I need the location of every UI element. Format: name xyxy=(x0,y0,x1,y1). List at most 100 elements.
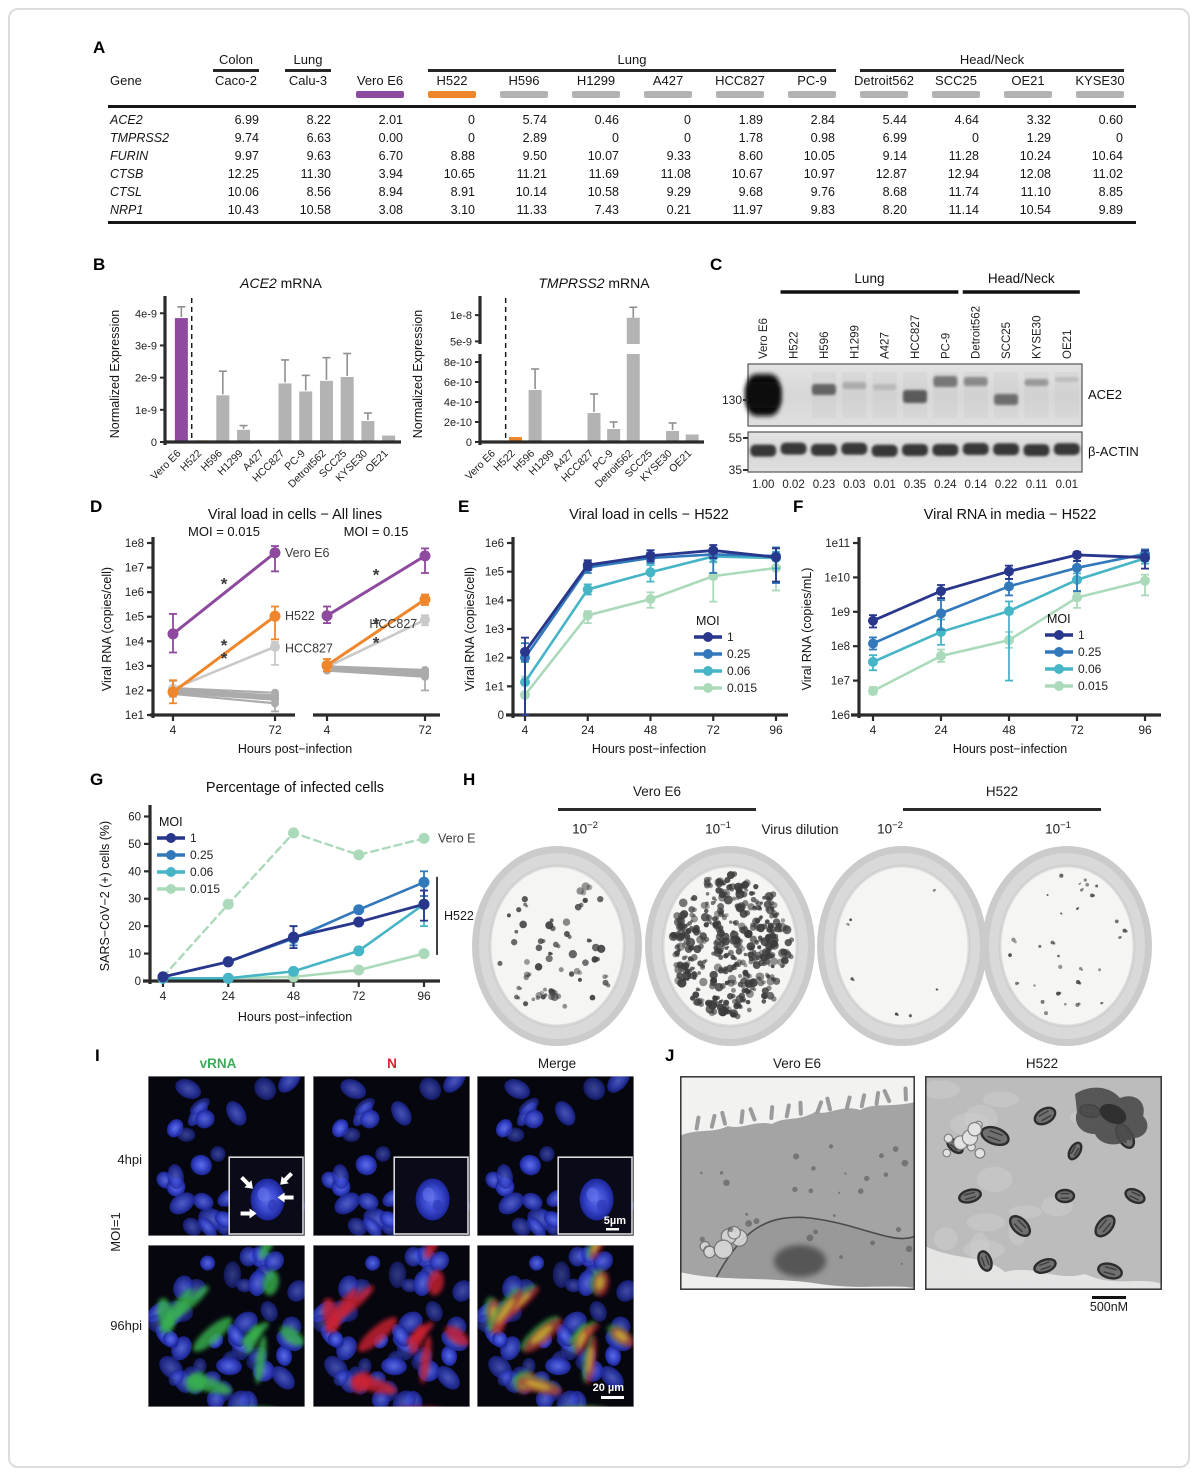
svg-text:1e1: 1e1 xyxy=(125,710,144,722)
bracket-label-h522: H522 xyxy=(444,909,474,923)
mw-marker-35: 35 xyxy=(729,463,743,477)
expression-value: 11.02 xyxy=(1092,166,1123,181)
panel-f-label: F xyxy=(793,497,804,516)
group-header-head-neck: Head/Neck xyxy=(848,52,1136,73)
color-swatch-h1299 xyxy=(560,90,632,103)
bar-hcc827 xyxy=(587,393,601,442)
bar-h1299 xyxy=(237,424,251,442)
series-H522 xyxy=(321,593,431,673)
svg-text:1: 1 xyxy=(727,630,734,644)
dilution-label-2: 10−1 xyxy=(705,820,731,837)
y-axis-label: SARS−CoV−2 (+) cells (%) xyxy=(98,821,112,971)
svg-text:0.015: 0.015 xyxy=(727,681,757,695)
group-header-lung: Lung xyxy=(272,52,344,73)
well-h522-10-1 xyxy=(982,846,1152,1046)
gene-name-ace2: ACE2 xyxy=(110,112,143,127)
mitochondrion xyxy=(980,1125,1010,1147)
bar-h596 xyxy=(216,370,230,442)
svg-text:1e1: 1e1 xyxy=(485,681,504,693)
svg-text:0.25: 0.25 xyxy=(727,647,751,661)
bar-detroit562 xyxy=(319,356,333,442)
expression-value: 2.01 xyxy=(378,112,403,127)
table-rule-bottom xyxy=(108,220,1136,224)
column-header-hcc827: HCC827 xyxy=(715,72,765,88)
if-svg: 5µm 20 µm xyxy=(148,1076,634,1407)
svg-text:MOI: MOI xyxy=(159,815,183,829)
expression-value: 10.67 xyxy=(731,166,763,181)
if-image-96hpi-vrna xyxy=(148,1245,305,1407)
svg-text:20: 20 xyxy=(128,921,141,933)
expression-value: 8.22 xyxy=(306,112,331,127)
expression-value: 9.76 xyxy=(810,184,835,199)
svg-text:4: 4 xyxy=(522,723,529,737)
expression-value: 1.78 xyxy=(738,130,763,145)
plaque-group-h522-label: H522 xyxy=(985,784,1019,799)
svg-text:0: 0 xyxy=(135,976,141,988)
arrow-icon xyxy=(280,1172,293,1185)
expression-value: 3.10 xyxy=(450,202,475,217)
expression-value: 9.83 xyxy=(810,202,835,217)
bar-kyse30 xyxy=(666,422,680,442)
expression-value: 0 xyxy=(684,130,691,145)
svg-text:4: 4 xyxy=(324,723,331,737)
svg-text:60: 60 xyxy=(128,811,141,823)
expression-value: 9.89 xyxy=(1098,202,1123,217)
if-image-4hpi-vrna xyxy=(148,1076,305,1236)
svg-text:24: 24 xyxy=(934,723,948,737)
column-header-vero e6: Vero E6 xyxy=(356,72,404,88)
quant-value: 0.03 xyxy=(843,479,865,491)
bar-detroit562 xyxy=(626,306,640,442)
expression-value: 12.94 xyxy=(947,166,979,181)
lane-label-a427: A427 xyxy=(880,332,892,359)
curve-label-vero-e6: Vero E6 xyxy=(285,546,330,560)
svg-text:72: 72 xyxy=(268,723,282,737)
svg-text:1e7: 1e7 xyxy=(125,563,144,575)
legend: MOI 1 0.25 0.06 0.015 xyxy=(157,815,220,896)
if-row-96hpi-label: 96hpi xyxy=(110,1318,142,1333)
if-image-4hpi-merge: 5µm xyxy=(477,1076,634,1236)
arrow-icon xyxy=(240,1176,253,1189)
expression-value: 0 xyxy=(972,130,979,145)
infected-cells-chart: Percentage of infected cells 0 10 20 30 40 50 6… xyxy=(95,776,483,1041)
bar-scc25 xyxy=(340,352,354,442)
expression-value: 3.08 xyxy=(378,202,403,217)
svg-text:1e2: 1e2 xyxy=(125,685,144,697)
group-header-colon: Colon xyxy=(200,52,272,73)
scale-bar-5um xyxy=(606,1228,619,1231)
virus-dilution-label: Virus dilution xyxy=(761,822,839,837)
svg-text:1e6: 1e6 xyxy=(831,710,850,722)
svg-text:2e-10: 2e-10 xyxy=(444,417,472,429)
quant-value: 0.14 xyxy=(965,479,988,491)
gene-name-ctsb: CTSB xyxy=(110,166,144,181)
expression-value: 4.64 xyxy=(954,112,979,127)
expression-value: 2.84 xyxy=(810,112,835,127)
series-Vero E6 xyxy=(321,547,431,624)
expression-value: 0 xyxy=(1116,130,1123,145)
svg-text:48: 48 xyxy=(1002,723,1016,737)
svg-text:72: 72 xyxy=(1070,723,1084,737)
svg-text:96: 96 xyxy=(769,723,783,737)
bar-pc-9 xyxy=(607,421,621,442)
expression-value: 8.91 xyxy=(450,184,475,199)
svg-text:4: 4 xyxy=(870,723,877,737)
panel-h-label: H xyxy=(463,770,476,789)
expression-value: 11.33 xyxy=(516,202,547,217)
lane-label-vero-e6: Vero E6 xyxy=(758,318,770,359)
expression-value: 6.70 xyxy=(378,148,403,163)
svg-text:1e6: 1e6 xyxy=(485,538,504,550)
expression-value: 11.69 xyxy=(588,166,619,181)
chE-svg: Viral load in cells − H522 0 1e1 1e2 1e3 1e4 1… xyxy=(463,507,788,756)
chF-svg: Viral RNA in media − H522 1e6 1e7 1e8 1e9 1e1… xyxy=(800,507,1161,756)
svg-text:72: 72 xyxy=(707,723,721,737)
chart-title: Viral RNA in media − H522 xyxy=(924,507,1097,523)
bar-h596 xyxy=(528,368,542,442)
expression-value: 10.07 xyxy=(587,148,619,163)
expression-value: 6.99 xyxy=(234,112,259,127)
tmprss2-mrna-bar-chart: TMPRSS2 mRNA 0 2e-10 4e-10 6e-10 8e-10 5e-9 1e-… xyxy=(408,262,708,490)
svg-text:1e9: 1e9 xyxy=(831,607,850,619)
series-Vero E6 xyxy=(167,545,281,654)
viral-load-all-lines-chart: Viral load in cells − All lines 1e1 1e2 1e3… xyxy=(95,503,457,765)
expression-value: 11.30 xyxy=(300,166,331,181)
expression-value: 9.74 xyxy=(234,130,259,145)
expression-value: 8.68 xyxy=(882,184,907,199)
